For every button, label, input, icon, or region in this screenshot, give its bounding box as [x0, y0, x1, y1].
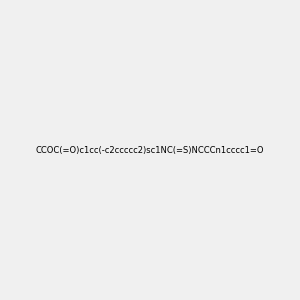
Text: CCOC(=O)c1cc(-c2ccccc2)sc1NC(=S)NCCCn1cccc1=O: CCOC(=O)c1cc(-c2ccccc2)sc1NC(=S)NCCCn1cc…: [36, 146, 264, 154]
